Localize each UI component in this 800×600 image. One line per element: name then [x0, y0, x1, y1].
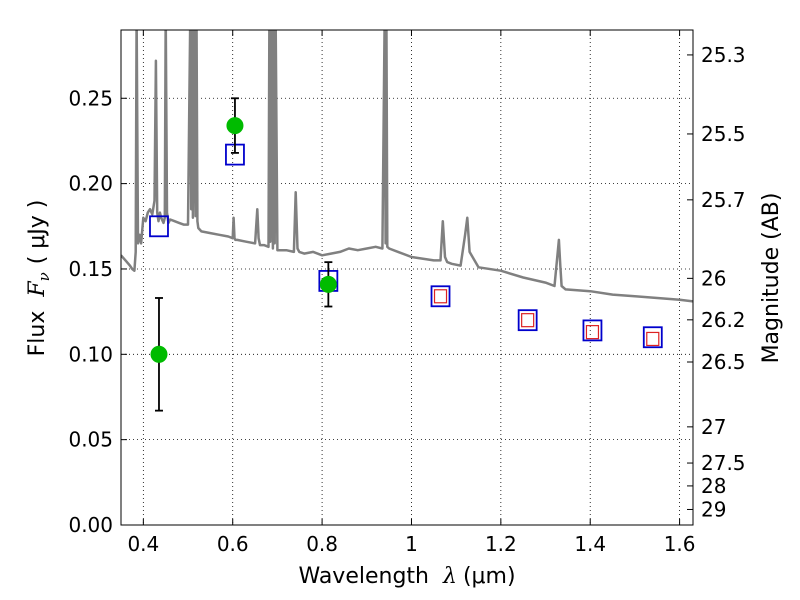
magnitude-axis-label: Magnitude (AB) — [759, 193, 784, 364]
predicted-photometry-square — [585, 325, 600, 340]
model-photometry-square — [149, 215, 169, 238]
model-photometry-square — [642, 326, 663, 349]
x-axis-label: Wavelength λ (μm) — [298, 564, 515, 589]
grid-lines — [121, 30, 693, 526]
magnitude-tick-label: 27 — [701, 415, 726, 439]
magnitude-tick-label: 28 — [701, 474, 726, 498]
observed-flux-point — [150, 345, 168, 363]
x-tick-label: 1.4 — [574, 532, 606, 556]
model-photometry-square — [430, 285, 451, 308]
model-spectrum-line — [121, 30, 693, 303]
y-tick-label: 0.10 — [68, 342, 113, 366]
predicted-photometry-square — [521, 313, 535, 328]
predicted-photometry-square — [433, 289, 448, 304]
marker-layer — [149, 97, 663, 412]
magnitude-tick-label: 26.5 — [701, 350, 746, 374]
magnitude-tick-label: 25.3 — [701, 43, 746, 67]
magnitude-tick-label: 27.5 — [701, 451, 746, 475]
magnitude-tick-label: 26.2 — [701, 308, 746, 332]
y-tick-label: 0.00 — [68, 513, 113, 537]
y-axis-label: FluxFν( μJy ) — [25, 200, 53, 357]
magnitude-tick-label: 25.7 — [701, 188, 746, 212]
y-tick-label: 0.05 — [68, 428, 113, 452]
x-tick-label: 0.8 — [306, 532, 338, 556]
spectrum-layer — [121, 30, 693, 303]
x-tick-label: 0.4 — [127, 532, 159, 556]
x-tick-label: 0.6 — [217, 532, 249, 556]
model-photometry-square — [517, 309, 538, 332]
y-tick-label: 0.20 — [68, 172, 113, 196]
magnitude-tick-label: 26 — [701, 266, 726, 290]
magnitude-tick-label: 29 — [701, 497, 726, 521]
magnitude-tick-label: 25.5 — [701, 122, 746, 146]
x-tick-label: 1 — [405, 532, 418, 556]
observed-flux-point — [319, 275, 337, 293]
observed-flux-point — [226, 117, 244, 135]
predicted-photometry-square — [646, 331, 660, 347]
x-tick-label: 1.6 — [664, 532, 696, 556]
plot-frame — [120, 29, 694, 526]
y-axis: 0.00 0.05 0.10 0.15 0.20 0.25 — [68, 86, 127, 537]
x-axis: 0.4 0.6 0.8 1 1.2 1.4 1.6 — [127, 30, 696, 556]
y-tick-label: 0.15 — [68, 257, 113, 281]
x-tick-label: 1.2 — [485, 532, 517, 556]
model-photometry-square — [582, 319, 603, 342]
y-tick-label: 0.25 — [68, 86, 113, 110]
